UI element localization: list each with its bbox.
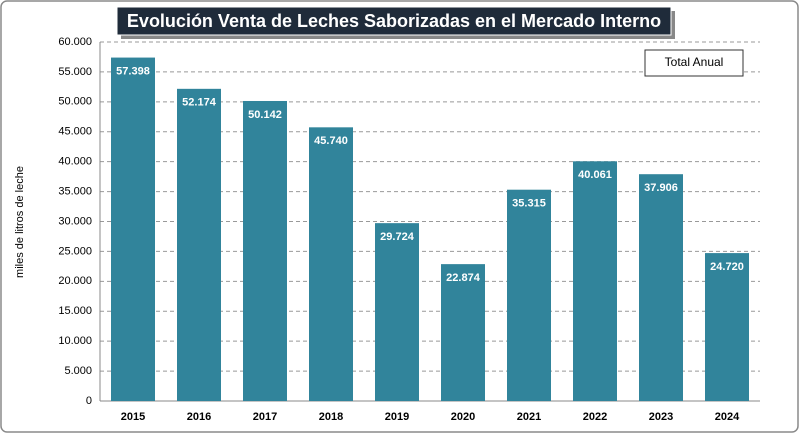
bar (573, 161, 617, 401)
data-label: 29.724 (380, 231, 415, 243)
y-tick-label: 10.000 (58, 335, 92, 347)
chart-title: Evolución Venta de Leches Saborizadas en… (127, 11, 661, 31)
bar (243, 100, 287, 401)
data-label: 40.061 (578, 169, 612, 181)
y-tick-label: 45.000 (58, 126, 92, 138)
y-axis-label: miles de litros de leche (14, 166, 26, 278)
x-tick-label: 2016 (187, 411, 211, 423)
bar (375, 223, 419, 401)
y-tick-label: 25.000 (58, 245, 92, 257)
bar (639, 174, 683, 401)
legend-box (644, 49, 744, 77)
bar (111, 57, 155, 401)
x-tick-label: 2022 (583, 411, 607, 423)
x-tick-label: 2023 (649, 411, 673, 423)
y-tick-label: 55.000 (58, 66, 92, 78)
y-tick-label: 60.000 (58, 36, 92, 48)
title-box (116, 6, 672, 36)
x-tick-label: 2024 (715, 411, 740, 423)
bar (507, 189, 551, 401)
data-label: 37.906 (644, 182, 678, 194)
x-tick-label: 2020 (451, 411, 475, 423)
x-tick-label: 2019 (385, 411, 409, 423)
data-label: 22.874 (446, 272, 481, 284)
y-tick-label: 50.000 (58, 96, 92, 108)
data-label: 52.174 (182, 97, 217, 109)
y-tick-label: 5.000 (64, 365, 92, 377)
x-tick-label: 2021 (517, 411, 541, 423)
y-tick-label: 15.000 (58, 305, 92, 317)
y-tick-label: 20.000 (58, 275, 92, 287)
legend-label: Total Anual (665, 55, 724, 69)
y-tick-label: 40.000 (58, 156, 92, 168)
y-tick-label: 30.000 (58, 215, 92, 227)
bar (705, 253, 749, 401)
x-tick-label: 2015 (121, 411, 145, 423)
x-tick-label: 2017 (253, 411, 277, 423)
data-label: 24.720 (710, 261, 744, 273)
bar (177, 88, 221, 402)
data-label: 35.315 (512, 198, 546, 210)
bar (441, 264, 485, 401)
bar (309, 127, 353, 402)
y-tick-label: 0 (86, 395, 92, 407)
x-tick-label: 2018 (319, 411, 343, 423)
y-tick-label: 35.000 (58, 185, 92, 197)
data-label: 50.142 (248, 109, 282, 121)
data-label: 57.398 (116, 65, 150, 77)
data-label: 45.740 (314, 135, 348, 147)
